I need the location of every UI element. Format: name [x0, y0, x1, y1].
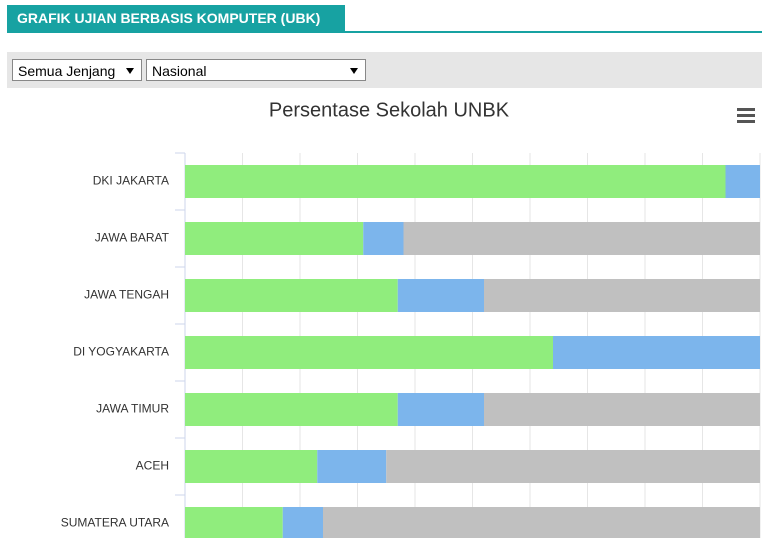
section-tab: GRAFIK UJIAN BERBASIS KOMPUTER (UBK)	[7, 5, 345, 32]
menu-bar	[737, 114, 755, 117]
y-tick-label: ACEH	[136, 459, 169, 473]
y-tick-label: SUMATERA UTARA	[61, 516, 169, 530]
bar-segment	[185, 222, 364, 255]
bar-segment	[185, 507, 283, 538]
bar-segment	[403, 222, 760, 255]
bar-segment	[317, 450, 387, 483]
bar-segment	[386, 450, 760, 483]
menu-icon[interactable]	[737, 108, 755, 123]
menu-bar	[737, 120, 755, 123]
y-tick-label: DKI JAKARTA	[93, 174, 169, 188]
bar-segment	[725, 165, 760, 198]
bar-segment	[397, 279, 484, 312]
bar-segment	[323, 507, 760, 538]
bar-segment	[185, 165, 726, 198]
y-tick-label: DI YOGYAKARTA	[73, 345, 169, 359]
bar-segment	[363, 222, 404, 255]
region-select[interactable]: Nasional	[146, 59, 366, 81]
bar-segment	[185, 336, 553, 369]
bar-segment	[553, 336, 760, 369]
y-tick-label: JAWA TIMUR	[96, 402, 169, 416]
bar-segment	[185, 450, 318, 483]
bar-segment	[185, 279, 398, 312]
bar-segment	[484, 393, 760, 426]
level-select[interactable]: Semua Jenjang	[12, 59, 142, 81]
y-tick-label: JAWA BARAT	[95, 231, 170, 245]
bar-segment	[282, 507, 323, 538]
chart-title: Persentase Sekolah UNBK	[269, 99, 510, 121]
y-tick-label: JAWA TENGAH	[84, 288, 169, 302]
tab-underline	[7, 31, 762, 33]
bar-segment	[397, 393, 484, 426]
bar-segment	[185, 393, 398, 426]
bar-segment	[484, 279, 760, 312]
chart: Persentase Sekolah UNBK DKI JAKARTA JAWA …	[61, 99, 761, 538]
menu-bar	[737, 108, 755, 111]
filter-bar: Semua Jenjang Nasional	[7, 52, 762, 88]
